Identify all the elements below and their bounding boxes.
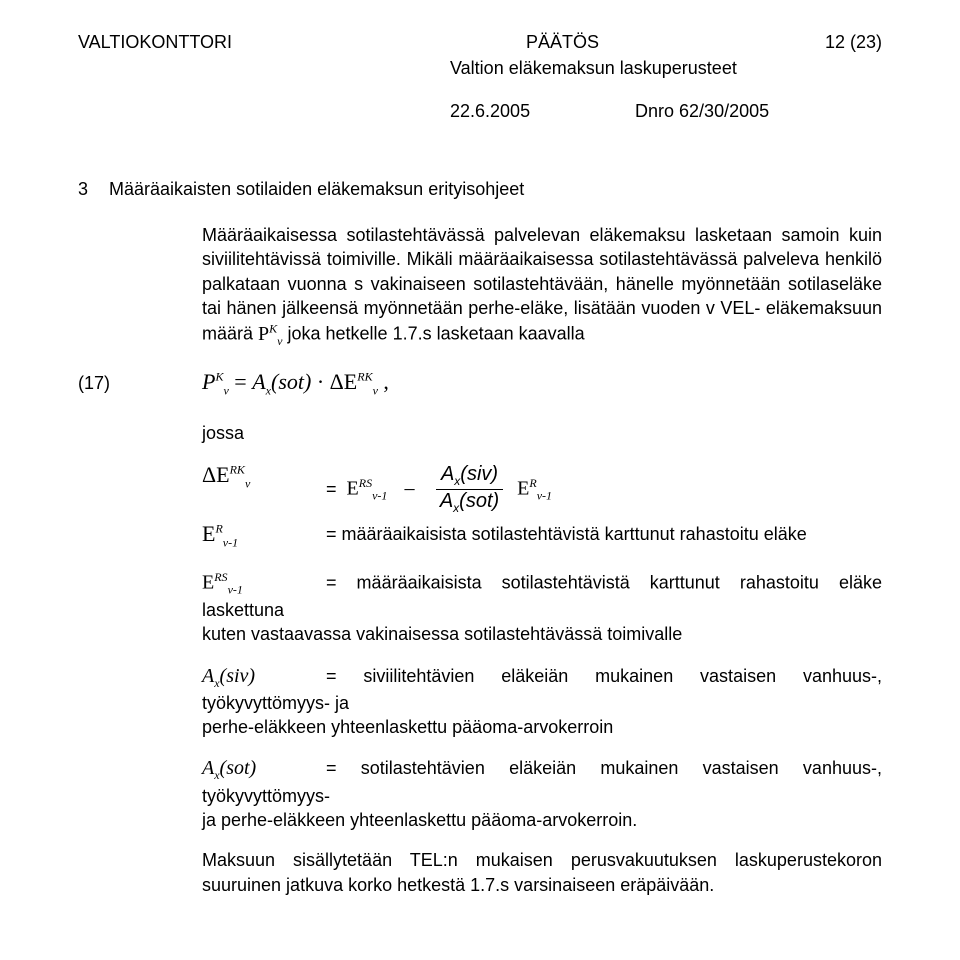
def1-eq: = bbox=[326, 477, 337, 501]
def1-siv: (siv) bbox=[460, 463, 498, 485]
sym-p-sub: v bbox=[277, 334, 282, 348]
def3-line2: kuten vastaavassa vakinaisessa sotilaste… bbox=[202, 624, 682, 644]
body: Määräaikaisessa sotilastehtävässä palvel… bbox=[202, 223, 882, 897]
header-row: VALTIOKONTTORI PÄÄTÖS 12 (23) bbox=[78, 30, 882, 54]
paragraph-1: Määräaikaisessa sotilastehtävässä palvel… bbox=[202, 223, 882, 349]
def4-a: A bbox=[202, 665, 214, 687]
eq-equals: = bbox=[234, 369, 252, 394]
def5-sot: (sot) bbox=[220, 757, 257, 779]
def5-line2: ja perhe-eläkkeen yhteenlaskettu pääoma-… bbox=[202, 810, 637, 830]
spacer-1 bbox=[202, 555, 882, 569]
eq-comma: , bbox=[383, 369, 389, 394]
eq-de-sup: RK bbox=[357, 370, 372, 384]
def-row-5: Ax(sot) = sotilastehtävien eläkeiän muka… bbox=[202, 755, 882, 832]
eq-a: A bbox=[252, 369, 265, 394]
eq-p: P bbox=[202, 369, 215, 394]
def5-a: A bbox=[202, 757, 214, 779]
def3-sup: RS bbox=[214, 570, 227, 584]
def2-e: E bbox=[202, 521, 215, 546]
def-row-1: ΔERKv = ERSv-1 − Ax(siv) Ax(sot) ERv bbox=[202, 463, 882, 516]
sym-p: P bbox=[258, 323, 269, 345]
def1-de: ΔE bbox=[202, 462, 230, 487]
inline-symbol-pkv: PKv bbox=[258, 323, 287, 345]
def1-e1-sup: RS bbox=[359, 476, 372, 490]
def-row-2: ERv-1 = määräaikaisista sotilastehtävist… bbox=[202, 522, 882, 550]
jossa-label: jossa bbox=[202, 421, 882, 445]
eq-p-sup: K bbox=[215, 370, 223, 384]
def3-e: E bbox=[202, 572, 214, 594]
def1-e2-sub: v-1 bbox=[537, 489, 552, 503]
header-org: VALTIOKONTTORI bbox=[78, 30, 232, 54]
header-subtitle: Valtion eläkemaksun laskuperusteet bbox=[450, 56, 882, 80]
def1-frac-num: Ax(siv) bbox=[436, 463, 503, 489]
def1-sup: RK bbox=[230, 463, 245, 477]
def2-sup: R bbox=[215, 521, 222, 535]
def4-line2: perhe-eläkkeen yhteenlaskettu pääoma-arv… bbox=[202, 717, 613, 737]
def2-sub: v-1 bbox=[223, 535, 238, 549]
equation-number: (17) bbox=[78, 371, 202, 395]
header-dateline: 22.6.2005 Dnro 62/30/2005 bbox=[450, 99, 882, 123]
def2-symbol: ERv-1 bbox=[202, 522, 326, 550]
def1-minus: − bbox=[403, 475, 415, 505]
paragraph-last: Maksuun sisällytetään TEL:n mukaisen per… bbox=[202, 848, 882, 897]
def1-ad: A bbox=[440, 490, 453, 512]
def1-ers: ERSv-1 bbox=[347, 475, 388, 504]
def3-sub: v-1 bbox=[228, 583, 243, 597]
def1-er: ERv-1 bbox=[517, 475, 552, 504]
def1-e2: E bbox=[517, 478, 529, 500]
def3-symbol: ERSv-1 bbox=[202, 569, 326, 598]
def2-text: = määräaikaisista sotilastehtävistä kart… bbox=[326, 522, 882, 546]
def1-sub: v bbox=[245, 476, 250, 490]
eq-de: ΔE bbox=[330, 369, 358, 394]
def1-e2-sup: R bbox=[529, 476, 536, 490]
def1-symbol: ΔERKv bbox=[202, 463, 326, 491]
eq-p-sub: v bbox=[223, 384, 228, 398]
def1-e1: E bbox=[347, 478, 359, 500]
sym-p-sup: K bbox=[269, 321, 277, 335]
def1-value: = ERSv-1 − Ax(siv) Ax(sot) ERv-1 bbox=[326, 463, 882, 516]
section-number: 3 bbox=[78, 177, 104, 201]
section-title: Määräaikaisten sotilaiden eläkemaksun er… bbox=[109, 179, 524, 199]
def-row-4: Ax(siv) = siviilitehtävien eläkeiän muka… bbox=[202, 663, 882, 740]
eq-sot: (sot) bbox=[271, 369, 311, 394]
equation-17: (17) PKv = Ax(sot) · ΔERKv , bbox=[78, 367, 882, 399]
page: VALTIOKONTTORI PÄÄTÖS 12 (23) Valtion el… bbox=[0, 0, 960, 960]
eq-de-sub: v bbox=[373, 384, 378, 398]
def1-sot: (sot) bbox=[459, 490, 499, 512]
eq-dot: · bbox=[317, 369, 330, 394]
def4-siv: (siv) bbox=[220, 665, 256, 687]
def1-frac-den: Ax(sot) bbox=[436, 489, 503, 516]
eq-lhs: PKv bbox=[202, 369, 234, 394]
def5-symbol: Ax(sot) bbox=[202, 755, 326, 783]
equation-formula: PKv = Ax(sot) · ΔERKv , bbox=[202, 367, 389, 399]
def-row-3: ERSv-1 = määräaikaisista sotilastehtävis… bbox=[202, 569, 882, 646]
para1-tail: joka hetkelle 1.7.s lasketaan kaavalla bbox=[288, 324, 585, 344]
def1-frac: Ax(siv) Ax(sot) bbox=[436, 463, 503, 516]
def4-symbol: Ax(siv) bbox=[202, 663, 326, 691]
header-doctype: PÄÄTÖS bbox=[526, 30, 599, 54]
section-heading: 3 Määräaikaisten sotilaiden eläkemaksun … bbox=[78, 177, 882, 201]
eq-derk: ΔERKv bbox=[330, 369, 384, 394]
eq-a-sot: Ax(sot) bbox=[252, 369, 317, 394]
def1-an: A bbox=[441, 463, 454, 485]
header-pagenum: 12 (23) bbox=[825, 30, 882, 54]
header-date: 22.6.2005 bbox=[450, 99, 630, 123]
header-dnro: Dnro 62/30/2005 bbox=[635, 101, 769, 121]
def1-e1-sub: v-1 bbox=[372, 489, 387, 503]
